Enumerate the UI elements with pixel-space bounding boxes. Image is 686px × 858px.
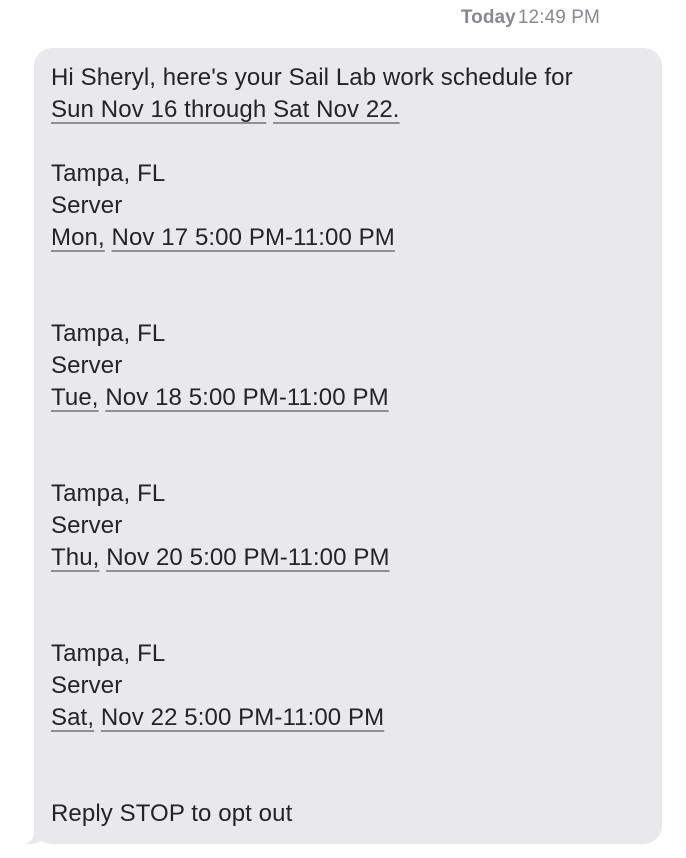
shift-datetime-link[interactable]: Nov 18 5:00 PM-11:00 PM xyxy=(105,384,389,411)
shift-datetime-link[interactable]: Nov 20 5:00 PM-11:00 PM xyxy=(106,544,390,571)
shift-location: Tampa, FL xyxy=(51,320,166,347)
received-message-bubble[interactable]: Hi Sheryl, here's your Sail Lab work sch… xyxy=(20,48,662,844)
shift-day-link[interactable]: Mon, xyxy=(51,224,105,251)
conversation-timestamp: Today 12:49 PM xyxy=(461,7,600,29)
date-range-start-link[interactable]: Sun Nov 16 through xyxy=(51,96,267,123)
spacer xyxy=(51,414,645,478)
message-intro: Hi Sheryl, here's your Sail Lab work sch… xyxy=(51,62,645,126)
date-range-end-link[interactable]: Sat Nov 22. xyxy=(273,96,400,123)
shift-datetime-link[interactable]: Nov 17 5:00 PM-11:00 PM xyxy=(111,224,395,251)
shift-datetime-line: Mon, Nov 17 5:00 PM-11:00 PM xyxy=(51,222,645,254)
spacer xyxy=(51,734,645,798)
shift-location: Tampa, FL xyxy=(51,160,166,187)
message-greeting-text: Hi Sheryl, here's your Sail Lab work sch… xyxy=(51,64,573,91)
shift-location: Tampa, FL xyxy=(51,480,166,507)
shift-day-link[interactable]: Tue, xyxy=(51,384,99,411)
shift-location: Tampa, FL xyxy=(51,640,166,667)
shift-entry: Tampa, FL Server Sat, Nov 22 5:00 PM-11:… xyxy=(51,638,645,734)
shift-entry: Tampa, FL Server Mon, Nov 17 5:00 PM-11:… xyxy=(51,158,645,254)
spacer xyxy=(51,254,645,318)
shift-role: Server xyxy=(51,672,123,699)
shift-entry: Tampa, FL Server Tue, Nov 18 5:00 PM-11:… xyxy=(51,318,645,414)
shift-role: Server xyxy=(51,512,123,539)
shift-day-link[interactable]: Sat, xyxy=(51,704,95,731)
spacer xyxy=(51,574,645,638)
shift-role: Server xyxy=(51,352,123,379)
shift-datetime-link[interactable]: Nov 22 5:00 PM-11:00 PM xyxy=(100,704,385,731)
timestamp-date-label: Today xyxy=(460,7,516,28)
shift-entry: Tampa, FL Server Thu, Nov 20 5:00 PM-11:… xyxy=(51,478,645,574)
shift-datetime-line: Sat, Nov 22 5:00 PM-11:00 PM xyxy=(51,702,645,734)
shift-role: Server xyxy=(51,192,123,219)
shift-datetime-line: Tue, Nov 18 5:00 PM-11:00 PM xyxy=(51,382,645,414)
shift-datetime-line: Thu, Nov 20 5:00 PM-11:00 PM xyxy=(51,542,645,574)
spacer xyxy=(51,126,645,158)
timestamp-time-label: 12:49 PM xyxy=(517,7,600,28)
opt-out-footer: Reply STOP to opt out xyxy=(51,800,293,827)
shift-day-link[interactable]: Thu, xyxy=(51,544,100,571)
